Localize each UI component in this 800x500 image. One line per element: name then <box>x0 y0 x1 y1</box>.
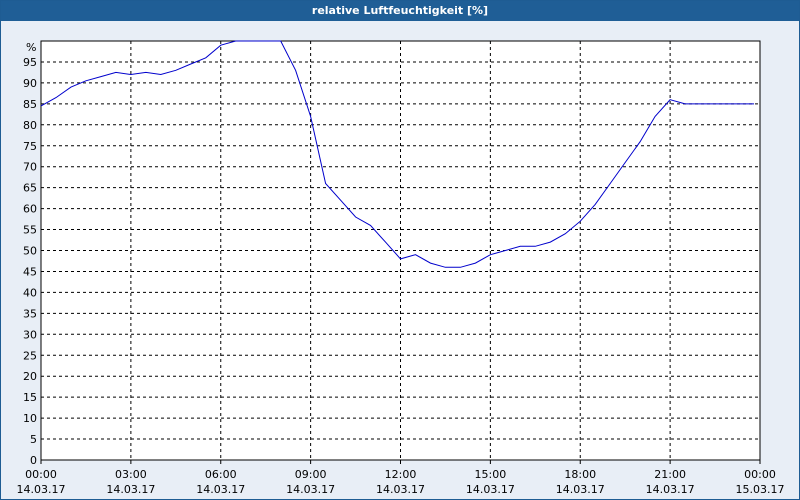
y-tick-label: 15 <box>23 391 37 404</box>
humidity-line <box>40 40 754 268</box>
y-tick-label: 30 <box>23 328 37 341</box>
x-tick-date: 14.03.17 <box>17 483 66 496</box>
y-tick-label: 55 <box>23 224 37 237</box>
y-axis: 0 5 10 15 20 25 30 35 40 45 50 55 60 65 70 75 80 85 90 95 <box>23 56 37 467</box>
y-tick-label: 10 <box>23 412 37 425</box>
y-tick-label: 80 <box>23 119 37 132</box>
x-tick-date: 14.03.17 <box>466 483 515 496</box>
y-tick-label: 85 <box>23 98 37 111</box>
x-tick-date: 14.03.17 <box>376 483 425 496</box>
y-tick-label: 25 <box>23 349 37 362</box>
x-tick-date: 14.03.17 <box>286 483 335 496</box>
y-tick-label: 70 <box>23 161 37 174</box>
y-tick-label: 50 <box>23 245 37 258</box>
x-tick-date: 14.03.17 <box>646 483 695 496</box>
x-tick-time: 06:00 <box>205 468 237 481</box>
y-tick-label: 20 <box>23 370 37 383</box>
x-tick-time: 18:00 <box>564 468 596 481</box>
x-tick-date: 14.03.17 <box>106 483 155 496</box>
x-tick-time: 00:00 <box>744 468 776 481</box>
x-tick-time: 15:00 <box>475 468 507 481</box>
y-tick-label: 40 <box>23 286 37 299</box>
grid-lines <box>41 41 760 460</box>
y-tick-label: 65 <box>23 182 37 195</box>
y-tick-label: 35 <box>23 307 37 320</box>
y-tick-label: 90 <box>23 77 37 90</box>
y-tick-label: 0 <box>30 454 37 467</box>
y-tick-label: 5 <box>30 433 37 446</box>
x-tick-time: 21:00 <box>654 468 686 481</box>
x-tick-time: 03:00 <box>115 468 147 481</box>
x-tick-date: 14.03.17 <box>196 483 245 496</box>
x-tick-time: 12:00 <box>385 468 417 481</box>
x-tick-time: 09:00 <box>295 468 327 481</box>
x-tick-date: 14.03.17 <box>556 483 605 496</box>
y-tick-label: 60 <box>23 203 37 216</box>
x-axis: 00:00 14.03.17 03:00 14.03.17 06:00 14.03.17 0… <box>17 460 785 496</box>
x-tick-time: 00:00 <box>25 468 57 481</box>
y-tick-label: 95 <box>23 56 37 69</box>
x-tick-date: 15.03.17 <box>736 483 785 496</box>
y-axis-label: % <box>26 41 36 54</box>
chart-title: relative Luftfeuchtigkeit [%] <box>1 1 799 21</box>
y-tick-label: 45 <box>23 265 37 278</box>
y-tick-label: 75 <box>23 140 37 153</box>
